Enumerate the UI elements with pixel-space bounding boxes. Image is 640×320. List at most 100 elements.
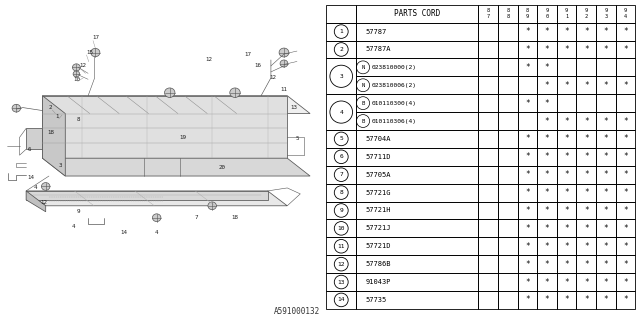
Text: 10: 10	[73, 77, 80, 82]
Text: *: *	[604, 134, 608, 143]
Bar	[498, 237, 518, 255]
Bar	[356, 273, 479, 291]
Text: 8: 8	[77, 117, 80, 122]
Text: 7: 7	[194, 215, 198, 220]
Bar	[498, 273, 518, 291]
Bar	[557, 184, 577, 202]
Bar	[616, 5, 636, 23]
Text: *: *	[525, 295, 530, 304]
Bar	[356, 23, 479, 41]
Circle shape	[42, 183, 50, 190]
Bar	[498, 291, 518, 309]
Text: 20: 20	[218, 164, 225, 170]
Bar	[356, 94, 479, 112]
Bar	[577, 5, 596, 23]
Text: N: N	[362, 65, 365, 70]
Bar	[537, 166, 557, 184]
Text: 57721H: 57721H	[365, 207, 391, 213]
Circle shape	[280, 60, 288, 67]
Text: *: *	[623, 116, 628, 125]
Bar	[577, 166, 596, 184]
Text: *: *	[545, 206, 549, 215]
Text: *: *	[564, 260, 569, 268]
Bar	[498, 148, 518, 166]
Text: *: *	[545, 152, 549, 161]
Circle shape	[279, 48, 289, 57]
Bar	[498, 184, 518, 202]
Text: *: *	[604, 295, 608, 304]
Text: 18: 18	[232, 215, 239, 220]
Bar	[498, 41, 518, 59]
Bar	[577, 291, 596, 309]
Circle shape	[12, 104, 20, 112]
Text: 7: 7	[339, 172, 343, 177]
Bar	[479, 59, 498, 76]
Bar	[356, 5, 479, 23]
Text: *: *	[564, 242, 569, 251]
Text: 57787: 57787	[365, 28, 387, 35]
Text: *: *	[525, 224, 530, 233]
Bar	[616, 148, 636, 166]
Polygon shape	[42, 158, 310, 176]
Text: *: *	[564, 206, 569, 215]
Bar	[577, 41, 596, 59]
Text: *: *	[604, 170, 608, 179]
Bar	[356, 76, 479, 94]
Text: 4: 4	[155, 230, 159, 235]
Bar	[596, 41, 616, 59]
Bar	[518, 130, 537, 148]
Text: 023810000(2): 023810000(2)	[371, 65, 416, 70]
Bar	[557, 23, 577, 41]
Text: 6: 6	[28, 147, 31, 152]
Text: *: *	[545, 277, 549, 286]
Text: *: *	[564, 134, 569, 143]
Bar	[577, 112, 596, 130]
Text: B: B	[362, 100, 365, 106]
Text: *: *	[584, 188, 589, 197]
Text: 010110300(4): 010110300(4)	[371, 100, 416, 106]
Text: 12: 12	[40, 200, 47, 205]
Bar	[616, 166, 636, 184]
Text: *: *	[525, 27, 530, 36]
Text: 12: 12	[80, 63, 87, 68]
Text: 13: 13	[291, 105, 297, 110]
Text: *: *	[545, 134, 549, 143]
Bar	[326, 237, 356, 255]
Bar	[616, 94, 636, 112]
Bar	[557, 59, 577, 76]
Bar	[326, 184, 356, 202]
Bar	[518, 112, 537, 130]
Text: *: *	[623, 27, 628, 36]
Bar	[557, 130, 577, 148]
Bar	[537, 59, 557, 76]
Text: 57705A: 57705A	[365, 172, 391, 178]
Bar	[616, 273, 636, 291]
Bar	[577, 184, 596, 202]
Text: *: *	[545, 224, 549, 233]
Bar	[616, 76, 636, 94]
Bar	[557, 76, 577, 94]
Bar	[557, 255, 577, 273]
Text: 12: 12	[337, 262, 345, 267]
Text: *: *	[604, 27, 608, 36]
Polygon shape	[26, 191, 287, 206]
Text: 9
4: 9 4	[624, 8, 627, 19]
Bar	[498, 255, 518, 273]
Text: 57721D: 57721D	[365, 243, 391, 249]
Bar	[498, 5, 518, 23]
Bar	[557, 166, 577, 184]
Bar	[518, 59, 537, 76]
Text: *: *	[564, 81, 569, 90]
Bar	[356, 291, 479, 309]
Bar	[596, 166, 616, 184]
Text: *: *	[545, 170, 549, 179]
Bar	[596, 291, 616, 309]
Text: 12: 12	[269, 75, 276, 80]
Bar	[577, 130, 596, 148]
Polygon shape	[42, 96, 65, 176]
Text: *: *	[525, 188, 530, 197]
Bar	[557, 148, 577, 166]
Text: *: *	[584, 242, 589, 251]
Bar	[326, 59, 356, 94]
Bar	[479, 76, 498, 94]
